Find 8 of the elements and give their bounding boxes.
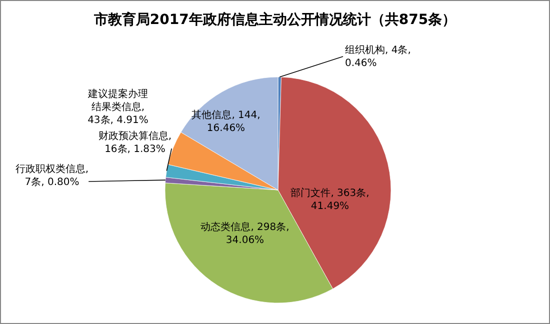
slice-label: 部门文件, 363条, 41.49% [290,187,370,212]
slice-label: 其他信息, 144, 16.46% [192,109,260,134]
slice-label: 行政职权类信息, 7条, 0.80% [15,163,89,188]
slice-label: 动态类信息, 298条, 34.06% [200,221,290,246]
slice-label: 建议提案办理结果类信息, 43条, 4.91% [87,88,148,126]
chart-title: 市教育局2017年政府信息主动公开情况统计（共875条） [92,11,456,28]
slice-label: 组织机构, 4条, 0.46% [345,44,411,69]
slice-label: 财政预决算信息, 16条, 1.83% [98,130,172,155]
